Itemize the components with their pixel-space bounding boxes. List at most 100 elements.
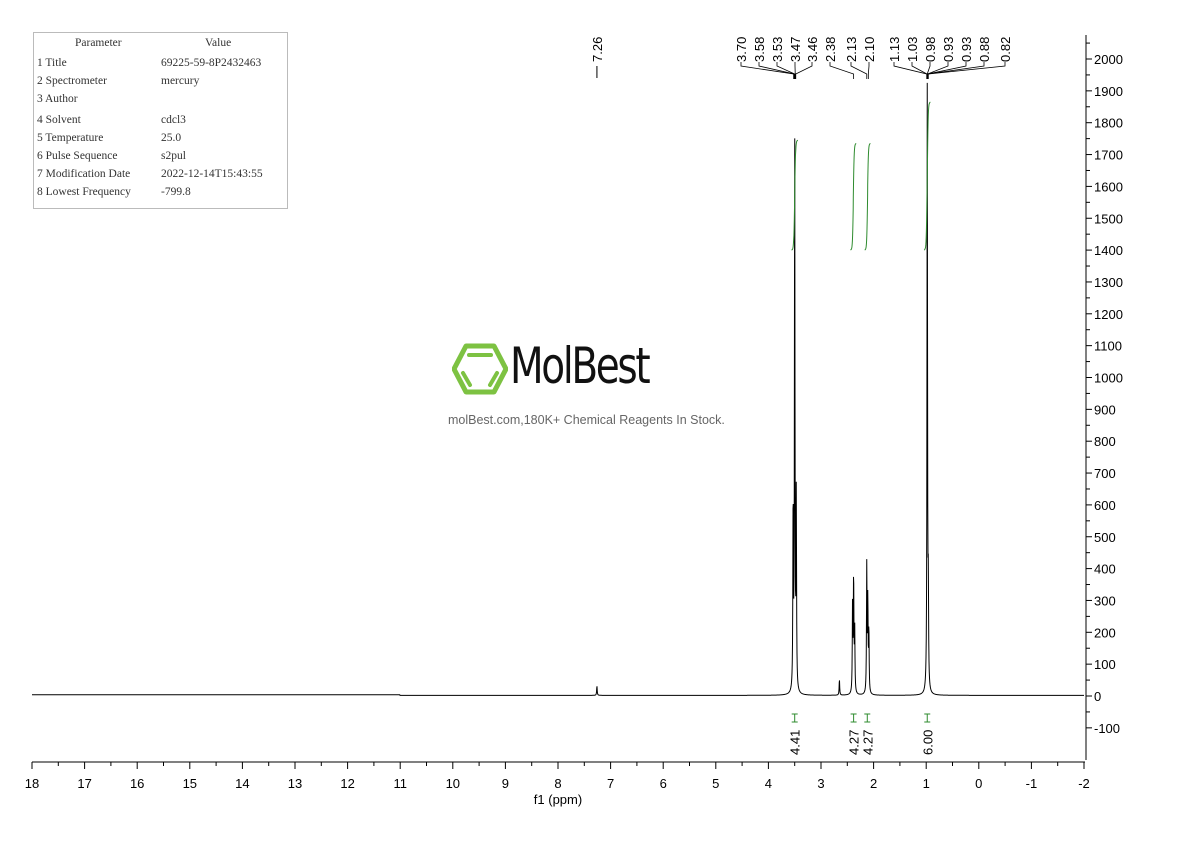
- parameter-key: 8 Lowest Frequency: [37, 186, 131, 198]
- x-tick-label: 5: [712, 776, 719, 791]
- peak-label: 0.98: [923, 37, 938, 62]
- parameter-value: 25.0: [161, 132, 182, 144]
- y-tick-label: 1500: [1094, 211, 1123, 226]
- y-tick-label: 700: [1094, 466, 1116, 481]
- integral-value: 4.41: [788, 730, 803, 755]
- parameter-row: 8 Lowest Frequency -799.8: [37, 186, 287, 202]
- integral-value: 4.27: [860, 730, 875, 755]
- peak-label: 0.93: [959, 37, 974, 62]
- parameter-value: 2022-12-14T15:43:55: [161, 168, 263, 180]
- y-tick-label: 100: [1094, 657, 1116, 672]
- benzene-logo-icon: [452, 343, 508, 395]
- peak-label: 1.03: [905, 37, 920, 62]
- x-tick-label: 15: [183, 776, 197, 791]
- x-tick-label: 1: [923, 776, 930, 791]
- logo-text: MolBest: [510, 337, 651, 395]
- parameter-row: 6 Pulse Sequence s2pul: [37, 150, 287, 166]
- parameter-value: mercury: [161, 75, 200, 87]
- y-tick-label: 900: [1094, 402, 1116, 417]
- peak-label: 3.58: [752, 37, 767, 62]
- peak-label-connector: [829, 62, 855, 79]
- parameter-key: 1 Title: [37, 57, 67, 69]
- y-tick-label: 1100: [1094, 339, 1122, 354]
- y-tick-label: 1900: [1094, 84, 1123, 99]
- peak-label: 0.93: [941, 37, 956, 62]
- peak-label: 1.13: [887, 37, 902, 62]
- header-value: Value: [205, 37, 232, 49]
- peak-label-connector: [911, 62, 928, 79]
- x-tick-label: 0: [975, 776, 982, 791]
- y-tick-label: 1300: [1094, 275, 1123, 290]
- integral-bracket: [924, 713, 931, 723]
- parameter-key: 4 Solvent: [37, 114, 81, 126]
- integral-bracket: [850, 713, 857, 723]
- parameter-value: cdcl3: [161, 114, 186, 126]
- x-tick-label: 9: [502, 776, 509, 791]
- parameter-row: 4 Solvent cdcl3: [37, 114, 287, 130]
- peak-label-connector: [927, 62, 1006, 79]
- y-tick-label: 600: [1094, 498, 1116, 513]
- parameter-table-header: Parameter Value: [37, 37, 287, 53]
- header-parameter: Parameter: [75, 37, 122, 49]
- y-tick-label: 1200: [1094, 307, 1123, 322]
- y-tick-label: 1800: [1094, 116, 1123, 131]
- parameter-value: 69225-59-8P2432463: [161, 57, 262, 69]
- x-tick-label: 13: [288, 776, 302, 791]
- peak-label: 7.26: [590, 37, 605, 62]
- parameter-table: Parameter Value 1 Title 69225-59-8P243246…: [33, 32, 288, 209]
- peak-label-connector: [795, 62, 813, 79]
- x-tick-label: -1: [1026, 776, 1038, 791]
- y-tick-label: 1600: [1094, 179, 1123, 194]
- integral-curve: [791, 139, 799, 251]
- peak-label: 3.70: [734, 37, 749, 62]
- y-tick-label: 800: [1094, 434, 1116, 449]
- y-tick-label: -100: [1094, 721, 1120, 736]
- parameter-row: 3 Author: [37, 93, 287, 109]
- x-tick-label: 2: [870, 776, 877, 791]
- peak-label: 3.46: [805, 37, 820, 62]
- y-tick-label: 500: [1094, 530, 1116, 545]
- peak-label-connector: [850, 62, 868, 79]
- x-tick-label: 17: [77, 776, 91, 791]
- x-tick-label: 10: [446, 776, 460, 791]
- peak-label-connector: [758, 62, 795, 79]
- parameter-key: 6 Pulse Sequence: [37, 150, 118, 162]
- x-tick-label: 3: [817, 776, 824, 791]
- y-tick-label: 400: [1094, 562, 1116, 577]
- y-tick-label: 0: [1094, 689, 1101, 704]
- molbest-logo: MolBest: [452, 337, 667, 399]
- y-tick-label: 1700: [1094, 148, 1123, 163]
- y-tick-label: 2000: [1094, 52, 1123, 67]
- x-axis-label: f1 (ppm): [534, 792, 582, 807]
- y-tick-label: 1400: [1094, 243, 1123, 258]
- x-tick-label: -2: [1078, 776, 1090, 791]
- y-tick-label: 200: [1094, 625, 1116, 640]
- watermark-tagline: molBest.com,180K+ Chemical Reagents In S…: [448, 413, 725, 427]
- x-tick-label: 4: [765, 776, 772, 791]
- peak-label: 0.88: [977, 37, 992, 62]
- peak-label-connector: [893, 62, 928, 79]
- parameter-row: 5 Temperature 25.0: [37, 132, 287, 148]
- integral-curve: [850, 143, 857, 251]
- integral-value: 6.00: [920, 730, 935, 755]
- peak-label-connector: [740, 62, 795, 79]
- parameter-row: 1 Title 69225-59-8P2432463: [37, 57, 287, 73]
- peak-label: 3.47: [788, 37, 803, 62]
- parameter-key: 2 Spectrometer: [37, 75, 107, 87]
- parameter-key: 3 Author: [37, 93, 78, 105]
- integral-value: 4.27: [847, 730, 862, 755]
- x-tick-label: 11: [393, 776, 407, 791]
- y-tick-label: 1000: [1094, 371, 1123, 386]
- integral-bracket: [791, 713, 798, 723]
- peak-label-connector: [867, 62, 870, 79]
- spectrum-line: [32, 82, 1084, 696]
- integral-bracket: [864, 713, 871, 723]
- parameter-row: 7 Modification Date 2022-12-14T15:43:55: [37, 168, 287, 184]
- integral-curve: [923, 101, 931, 251]
- x-tick-label: 8: [554, 776, 561, 791]
- peak-label: 2.10: [862, 37, 877, 62]
- integral-curve: [864, 143, 871, 251]
- x-tick-label: 14: [235, 776, 249, 791]
- x-tick-label: 12: [340, 776, 354, 791]
